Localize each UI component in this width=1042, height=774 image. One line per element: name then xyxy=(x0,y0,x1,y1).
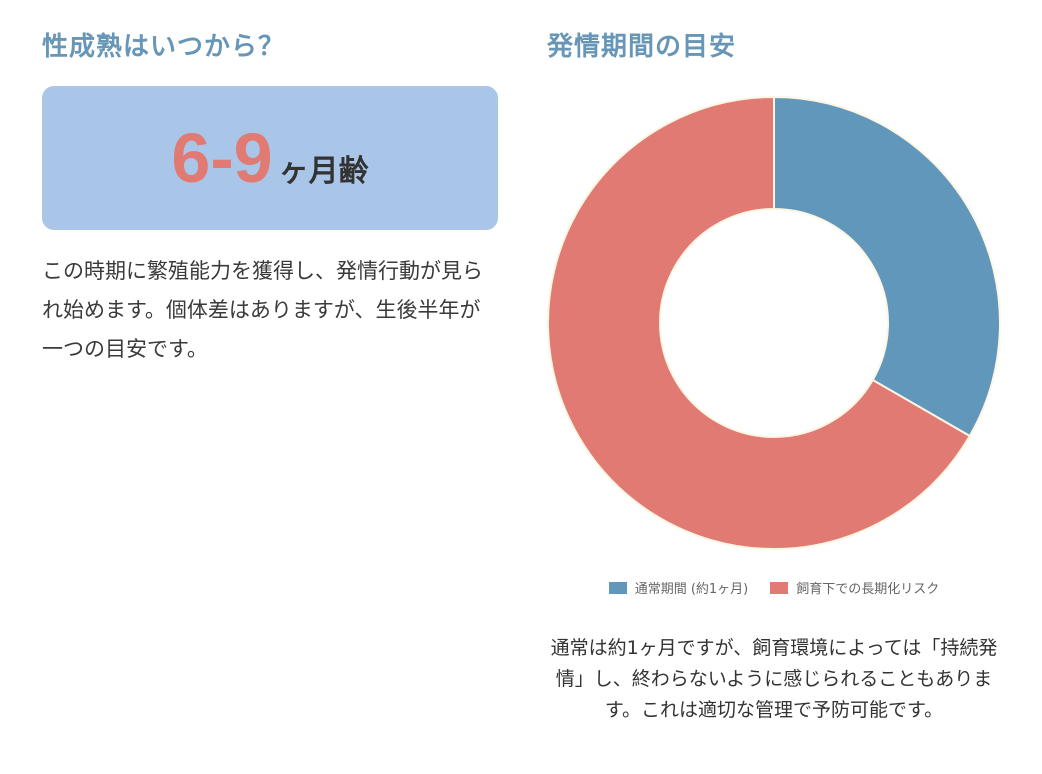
age-unit-label: ヶ月齢 xyxy=(278,154,369,189)
legend-label-1: 通常期間 (約1ヶ月) xyxy=(634,582,749,597)
maturity-title: 性成熟はいつから？ xyxy=(42,32,286,62)
chart-legend: 通常期間 (約1ヶ月) 飼育下での長期化リスク xyxy=(547,578,1001,597)
doughnut-slice-2[interactable] xyxy=(547,95,972,550)
estrus-title: 発情期間の目安 xyxy=(547,32,737,62)
legend-label-2: 飼育下での長期化リスク xyxy=(796,582,940,597)
legend-swatch-1 xyxy=(608,581,627,594)
maturity-description: この時期に繁殖能力を獲得し、発情行動が見られ始めます。個体差はありますが、生後半… xyxy=(42,259,483,361)
doughnut-slice-1[interactable] xyxy=(773,95,1001,438)
age-card: 6-9 ヶ月齢 xyxy=(42,86,498,230)
age-range-value: 6-9 xyxy=(171,119,273,197)
estrus-note: 通常は約1ヶ月ですが、飼育環境によっては「持続発情」し、終わらないように感じられ… xyxy=(550,637,998,721)
legend-item-2[interactable]: 飼育下での長期化リスク xyxy=(770,578,939,597)
doughnut-chart xyxy=(547,95,1001,550)
legend-swatch-2 xyxy=(770,581,789,594)
legend-item-1[interactable]: 通常期間 (約1ヶ月) xyxy=(608,578,749,597)
